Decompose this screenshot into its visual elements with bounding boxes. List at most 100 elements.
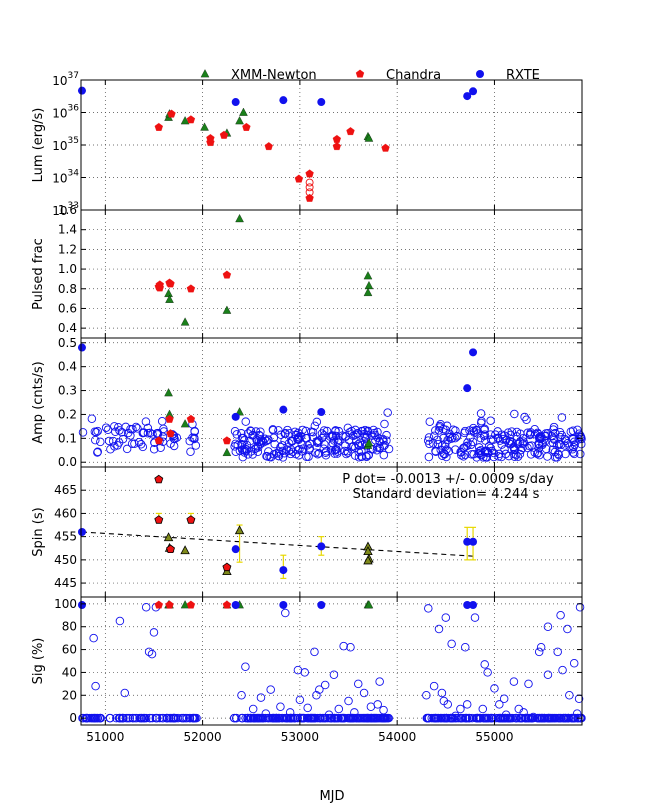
data-point-xmm-newton (364, 600, 374, 609)
data-point-rxte-open (117, 713, 127, 723)
data-point-rxte-open (286, 449, 295, 459)
data-point-rxte-open (451, 711, 460, 721)
data-point-chandra (154, 515, 164, 524)
data-point-rxte-open (349, 431, 358, 441)
data-point-rxte-open (133, 424, 142, 433)
data-point-xmm-newton (235, 116, 244, 125)
data-point-rxte-open (379, 450, 389, 460)
x-tick-label: 51000 (86, 730, 124, 744)
data-point-rxte-open (530, 424, 539, 434)
data-point-rxte-open (104, 436, 114, 446)
data-point-rxte-open (431, 426, 440, 435)
data-point-rxte-open (383, 713, 393, 723)
data-point-rxte-open (329, 670, 339, 679)
data-point-rxte-open (548, 713, 557, 723)
data-point-rxte-open (557, 413, 567, 422)
data-point-rxte-open (136, 440, 146, 449)
data-point-rxte (469, 601, 478, 609)
data-point-chandra (165, 600, 174, 609)
data-point-rxte-open (312, 691, 321, 700)
data-point-rxte-open (304, 713, 313, 723)
data-point-rxte-open (147, 649, 157, 659)
data-point-rxte-open (533, 713, 542, 723)
data-point-rxte-open (108, 436, 118, 446)
data-point-rxte (231, 98, 240, 107)
data-point-chandra (219, 130, 229, 139)
data-point-rxte-open (548, 438, 558, 448)
data-point-rxte-open (468, 437, 478, 447)
x-tick-label: 52000 (184, 730, 222, 744)
data-point-rxte-open (272, 713, 281, 723)
data-point-xmm-newton (164, 388, 173, 397)
data-point-rxte-open (158, 713, 168, 723)
data-point-rxte-open (456, 448, 466, 457)
data-point-rxte-open (78, 713, 87, 723)
data-point-rxte-open (169, 441, 179, 451)
data-point-rxte-open (138, 428, 148, 437)
data-point-rxte-open (314, 436, 323, 445)
panel-5: 0 20 40 60 80 100 Sig (%) (31, 596, 586, 726)
data-point-rxte-open (246, 447, 256, 456)
data-point-rxte-open (501, 436, 511, 445)
data-point-rxte-open (558, 665, 567, 675)
data-point-rxte-open (120, 688, 130, 698)
data-point-rxte-open (470, 613, 480, 622)
data-point-rxte-open (482, 453, 492, 462)
data-point-rxte-open (246, 426, 255, 435)
data-point-chandra (222, 600, 232, 609)
data-point-rxte-open (424, 452, 434, 462)
data-point-rxte-open (106, 445, 115, 454)
data-point-xmm-newton (235, 214, 244, 223)
data-point-rxte-open (487, 446, 497, 456)
data-point-rxte-open (185, 713, 195, 723)
data-point-rxte-open (438, 451, 447, 461)
x-tick-label: 53000 (281, 730, 319, 744)
data-point-rxte-open (278, 453, 288, 462)
data-point-chandra (154, 436, 163, 445)
data-point-rxte-open (291, 449, 301, 459)
data-point-rxte-open (570, 437, 579, 447)
data-point-rxte-open (281, 608, 290, 618)
data-point-rxte-open (424, 604, 433, 613)
data-point-rxte-open (447, 434, 456, 443)
data-point-rxte-open (440, 449, 449, 459)
data-point-rxte (231, 601, 240, 609)
data-point-rxte-open (185, 436, 195, 446)
data-point-rxte-open (509, 443, 519, 453)
data-point-rxte (279, 601, 288, 609)
data-point-rxte-open (297, 713, 307, 723)
data-point-rxte-open (461, 643, 470, 652)
data-point-rxte-open (241, 446, 250, 456)
data-point-rxte-open (463, 438, 472, 447)
data-point-rxte-open (369, 444, 378, 454)
data-point-rxte-open (237, 429, 246, 438)
data-point-xmm-newton (364, 133, 374, 142)
axes-frame (80, 79, 583, 211)
data-point-rxte-open (256, 693, 266, 702)
data-point-rxte-open (334, 426, 343, 436)
data-point-rxte-open (148, 430, 157, 439)
data-point-rxte-open (425, 439, 434, 449)
data-point-rxte-open (560, 441, 569, 450)
data-point-rxte-open (534, 444, 543, 453)
data-point-xmm-newton (363, 555, 373, 565)
data-point-rxte-open (297, 440, 307, 450)
data-point-rxte (77, 343, 86, 352)
data-point-rxte-open (159, 424, 168, 434)
axes-frame (80, 596, 583, 726)
data-point-rxte-open (239, 445, 249, 455)
data-point-rxte-open (294, 428, 303, 438)
data-point-chandra (186, 414, 196, 423)
data-point-rxte-open (514, 713, 524, 723)
data-point-rxte-open (192, 713, 201, 723)
data-point-rxte-open (237, 439, 246, 449)
y-tick-label: 20 (62, 688, 77, 702)
y-tick-label: 1.4 (58, 223, 77, 237)
data-point-rxte-open (243, 429, 253, 438)
data-point-rxte-open (378, 434, 387, 444)
data-point-rxte-open (87, 713, 96, 723)
data-point-chandra (222, 436, 232, 445)
data-point-rxte-open (96, 713, 105, 723)
panel-1: 1033 1034 1035 1036 1037 Lum (erg/s) (31, 71, 583, 218)
data-point-xmm-newton (235, 407, 244, 416)
